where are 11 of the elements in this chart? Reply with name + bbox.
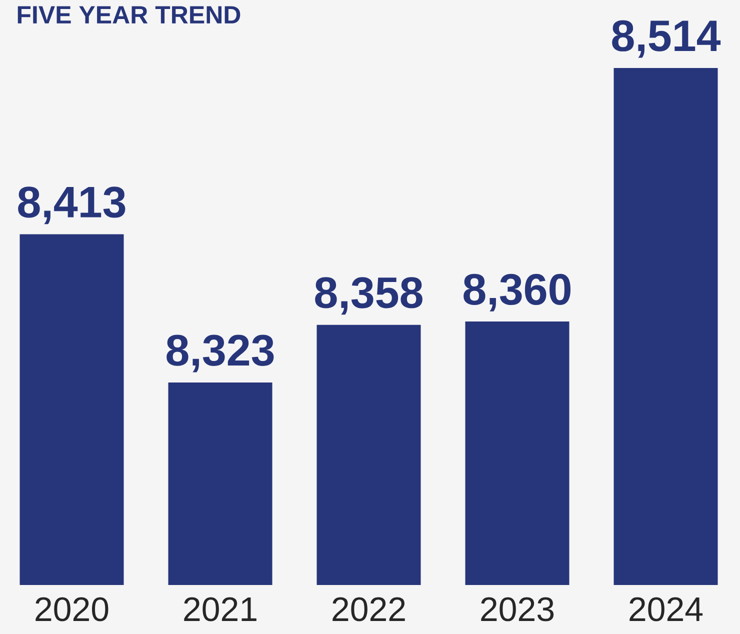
data-label: 8,323 bbox=[166, 334, 274, 372]
x-tick-label: 2021 bbox=[184, 597, 256, 622]
x-tick-label: 2022 bbox=[332, 597, 405, 622]
data-label: 8,358 bbox=[315, 277, 422, 315]
chart-title: FIVE YEAR TREND bbox=[18, 6, 240, 24]
x-tick-label: 2024 bbox=[630, 597, 703, 622]
x-tick-label: 2020 bbox=[36, 597, 108, 622]
data-label: 8,413 bbox=[18, 186, 126, 224]
x-tick-label: 2023 bbox=[481, 597, 554, 622]
data-label: 8,514 bbox=[612, 20, 721, 58]
data-label: 8,360 bbox=[464, 274, 570, 312]
